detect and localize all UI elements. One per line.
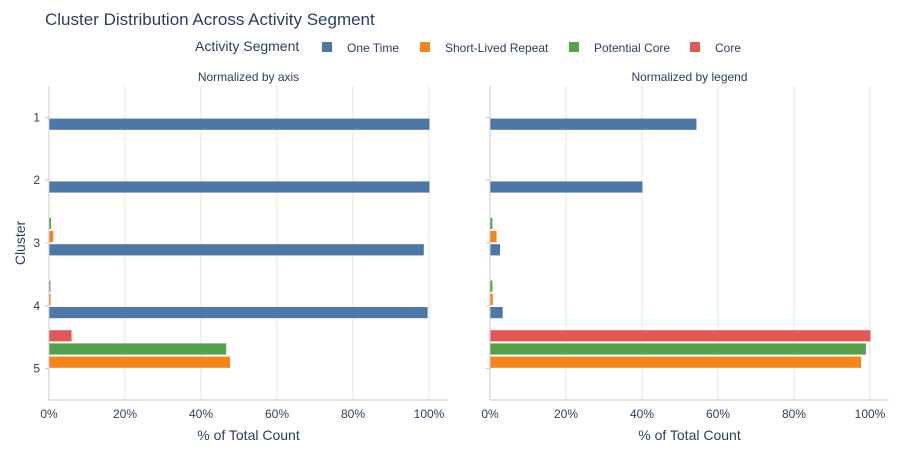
bar-one-time-cluster-4[interactable]: [49, 307, 428, 319]
y-tick-label: 5: [33, 362, 40, 376]
x-axis-title: % of Total Count: [197, 427, 300, 443]
bar-short-lived-repeat-cluster-4[interactable]: [490, 293, 493, 305]
legend-swatch-one-time[interactable]: [322, 42, 332, 52]
bar-potential-core-cluster-4[interactable]: [49, 280, 51, 292]
bar-one-time-cluster-2[interactable]: [490, 181, 643, 193]
legend-swatch-short-lived-repeat[interactable]: [420, 42, 430, 52]
y-tick-label: 1: [33, 110, 40, 124]
x-tick-label: 0%: [481, 407, 499, 421]
bar-core-cluster-5[interactable]: [49, 330, 72, 342]
x-tick-label: 60%: [706, 407, 730, 421]
bar-one-time-cluster-4[interactable]: [490, 307, 503, 319]
x-axis-title: % of Total Count: [638, 427, 741, 443]
bar-one-time-cluster-1[interactable]: [490, 118, 697, 130]
bar-short-lived-repeat-cluster-3[interactable]: [490, 231, 497, 243]
bar-potential-core-cluster-5[interactable]: [49, 343, 227, 355]
bar-short-lived-repeat-cluster-4[interactable]: [49, 293, 51, 305]
bar-core-cluster-5[interactable]: [490, 330, 871, 342]
bar-potential-core-cluster-4[interactable]: [490, 280, 493, 292]
chart-title: Cluster Distribution Across Activity Seg…: [45, 10, 375, 29]
x-tick-label: 100%: [414, 407, 445, 421]
bar-short-lived-repeat-cluster-3[interactable]: [49, 231, 54, 243]
legend-label-potential-core[interactable]: Potential Core: [594, 41, 670, 55]
legend-title: Activity Segment: [195, 38, 299, 54]
x-tick-label: 80%: [341, 407, 365, 421]
y-tick-label: 3: [33, 236, 40, 250]
x-tick-label: 0%: [40, 407, 58, 421]
bar-short-lived-repeat-cluster-5[interactable]: [49, 356, 231, 368]
x-tick-label: 100%: [855, 407, 886, 421]
bar-one-time-cluster-1[interactable]: [49, 118, 430, 130]
panel-subtitle: Normalized by legend: [631, 70, 747, 84]
legend-swatch-potential-core[interactable]: [569, 42, 579, 52]
legend-swatch-core[interactable]: [690, 42, 700, 52]
legend: Activity Segment One Time Short-Lived Re…: [195, 38, 741, 55]
y-tick-label: 2: [33, 173, 40, 187]
panel-subtitle: Normalized by axis: [198, 70, 299, 84]
y-tick-label: 4: [33, 299, 40, 313]
bar-one-time-cluster-3[interactable]: [490, 244, 501, 256]
bar-one-time-cluster-3[interactable]: [49, 244, 424, 256]
bar-potential-core-cluster-5[interactable]: [490, 343, 866, 355]
bar-potential-core-cluster-3[interactable]: [490, 217, 493, 229]
x-tick-label: 20%: [554, 407, 578, 421]
bar-potential-core-cluster-3[interactable]: [49, 217, 52, 229]
bar-short-lived-repeat-cluster-5[interactable]: [490, 356, 862, 368]
legend-label-core[interactable]: Core: [715, 41, 741, 55]
panel-normalized-by-axis: Normalized by axis 0% 20% 40% 60% 80% 100% 1 2 3 4…: [33, 70, 448, 443]
x-tick-label: 60%: [265, 407, 289, 421]
legend-label-short-lived-repeat[interactable]: Short-Lived Repeat: [445, 41, 549, 55]
bar-one-time-cluster-2[interactable]: [49, 181, 430, 193]
x-tick-label: 40%: [630, 407, 654, 421]
panel-normalized-by-legend: Normalized by legend 0% 20% 40% 60% 80% 100% % …: [481, 70, 889, 443]
x-tick-label: 20%: [113, 407, 137, 421]
x-tick-label: 80%: [782, 407, 806, 421]
y-axis-title: Cluster: [12, 220, 28, 265]
legend-label-one-time[interactable]: One Time: [347, 41, 399, 55]
x-tick-label: 40%: [189, 407, 213, 421]
